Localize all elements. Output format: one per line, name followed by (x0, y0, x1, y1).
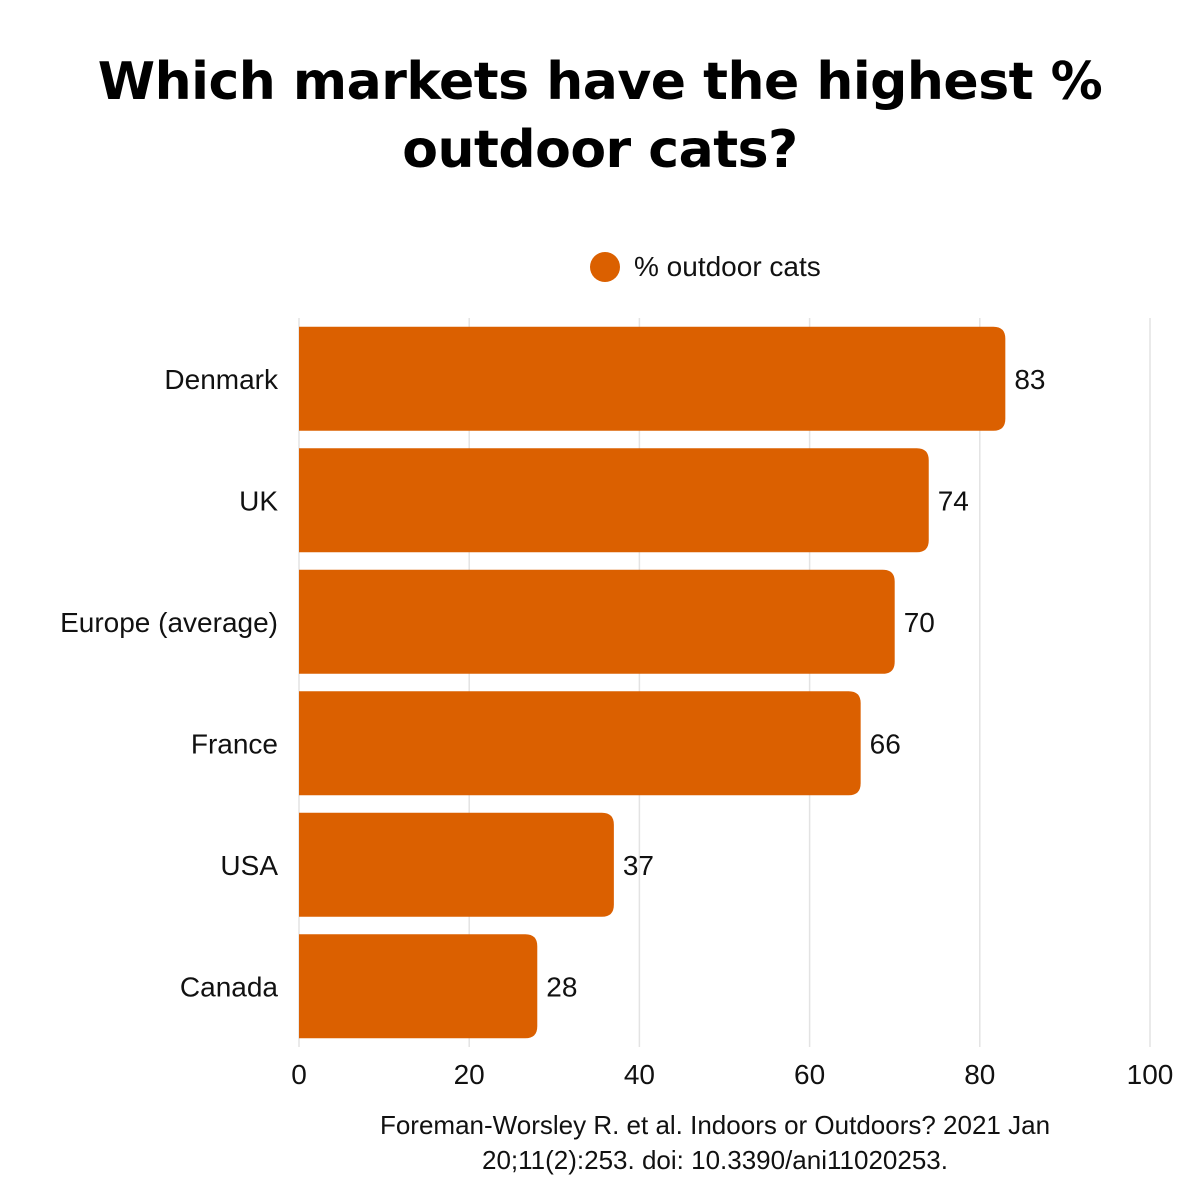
bar-usa (299, 812, 614, 917)
data-label: 74 (938, 485, 969, 516)
category-label: Europe (average) (60, 607, 278, 638)
chart-title: Which markets have the highest % outdoor… (97, 52, 1103, 180)
legend-label: % outdoor cats (634, 251, 821, 282)
data-labels: 83 74 70 66 37 28 (546, 364, 1045, 1003)
data-label: 66 (870, 728, 901, 759)
bars (299, 326, 1006, 1039)
category-label: USA (220, 850, 278, 881)
bar-europe-average (299, 569, 895, 674)
category-label: Denmark (164, 364, 279, 395)
legend-swatch (590, 252, 620, 282)
bar-uk (299, 448, 929, 553)
x-tick-label: 60 (794, 1059, 825, 1090)
category-label: France (191, 728, 278, 759)
gridlines (298, 318, 1151, 1047)
x-axis-ticks: 0 20 40 60 80 100 (291, 1059, 1173, 1090)
bar-france (299, 691, 861, 796)
data-label: 70 (904, 607, 935, 638)
x-tick-label: 20 (454, 1059, 485, 1090)
category-label: UK (239, 485, 278, 516)
data-label: 37 (623, 850, 654, 881)
legend: % outdoor cats (590, 250, 821, 284)
category-label: Canada (180, 971, 279, 1002)
data-label: 28 (546, 971, 577, 1002)
x-tick-label: 0 (291, 1059, 307, 1090)
category-labels: Denmark UK Europe (average) France USA Canada (60, 364, 279, 1003)
x-tick-label: 80 (964, 1059, 995, 1090)
x-tick-label: 40 (624, 1059, 655, 1090)
bar-denmark (299, 326, 1006, 431)
bar-canada (299, 934, 538, 1039)
source-note: Foreman-Worsley R. et al. Indoors or Out… (379, 1110, 1051, 1175)
bar-chart: 83 74 70 66 37 28 Denmark UK Europe (average) Fr… (60, 318, 1173, 1090)
data-label: 83 (1014, 364, 1045, 395)
x-tick-label: 100 (1127, 1059, 1174, 1090)
